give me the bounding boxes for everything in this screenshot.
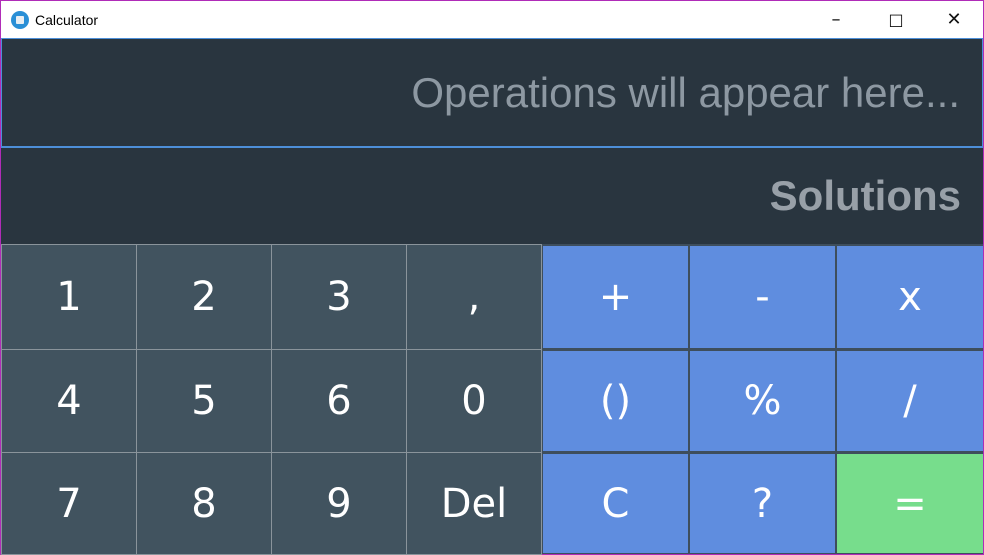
- calculator-icon: [11, 10, 29, 29]
- solution-display: Solutions: [1, 148, 983, 244]
- plus-button[interactable]: +: [543, 246, 688, 348]
- key-6[interactable]: 6: [271, 349, 407, 453]
- parentheses-button[interactable]: (): [543, 351, 688, 451]
- title-bar: Calculator – □ ✕: [1, 1, 983, 38]
- key-4[interactable]: 4: [1, 349, 137, 453]
- keypad: 1 2 3, 4 5 6 0 7 8 9 Del + - x ()% / C? =: [1, 244, 983, 555]
- divide-button[interactable]: /: [837, 351, 983, 451]
- key-comma[interactable]: ,: [406, 244, 542, 350]
- maximize-button[interactable]: □: [888, 10, 904, 29]
- help-button[interactable]: ?: [690, 454, 835, 553]
- multiply-button[interactable]: x: [837, 246, 983, 348]
- operations-display: Operations will appear here...: [1, 38, 983, 148]
- percent-button[interactable]: %: [690, 351, 835, 451]
- key-7[interactable]: 7: [1, 452, 137, 555]
- delete-button[interactable]: Del: [406, 452, 542, 555]
- minus-button[interactable]: -: [690, 246, 835, 348]
- key-1[interactable]: 1: [1, 244, 137, 350]
- key-9[interactable]: 9: [271, 452, 407, 555]
- equals-button[interactable]: =: [837, 454, 983, 553]
- minimize-button[interactable]: –: [831, 9, 841, 30]
- key-0[interactable]: 0: [406, 349, 542, 453]
- clear-button[interactable]: C: [543, 454, 688, 553]
- key-5[interactable]: 5: [136, 349, 272, 453]
- key-8[interactable]: 8: [136, 452, 272, 555]
- key-2[interactable]: 2: [136, 244, 272, 350]
- key-3[interactable]: 3: [271, 244, 407, 350]
- close-button[interactable]: ✕: [946, 9, 962, 30]
- window-title: Calculator: [35, 11, 99, 28]
